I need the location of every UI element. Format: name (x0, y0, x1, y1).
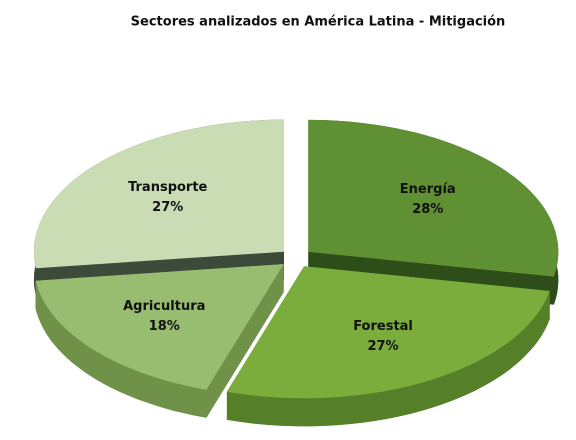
slice-value-label: 27% (367, 339, 398, 354)
slice-label: Agricultura (123, 299, 205, 314)
slice-value-label: 27% (152, 200, 183, 215)
slice-value-label: 28% (412, 202, 443, 217)
slice-wall (206, 264, 284, 418)
pie-slice: Agricultura 18% (35, 264, 284, 418)
chart-title: Sectores analizados en América Latina - … (131, 15, 506, 30)
slice (308, 119, 559, 277)
slice-side (35, 280, 207, 418)
slice-value-label: 18% (149, 319, 180, 334)
slice (35, 264, 284, 390)
slice-side (226, 291, 550, 427)
slice (34, 119, 284, 269)
slice-label: Transporte (128, 180, 207, 195)
slice-label: Forestal (353, 319, 413, 334)
pie-slice: Forestal 27% (226, 266, 550, 427)
slice (226, 266, 550, 399)
slice-label: Energía (400, 182, 456, 197)
